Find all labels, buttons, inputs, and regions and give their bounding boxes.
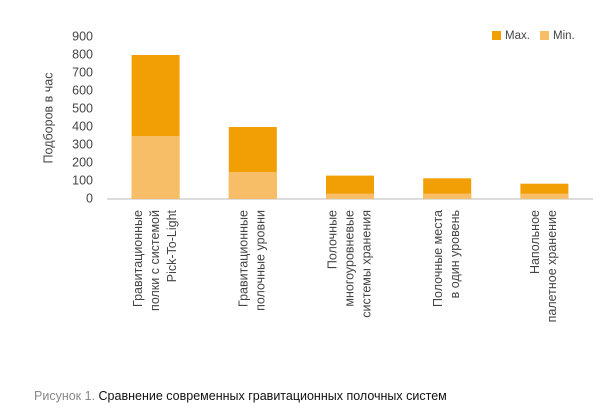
bar bbox=[131, 136, 180, 199]
x-tick-label: Pick-To-Light bbox=[165, 209, 179, 282]
y-tick-label: 600 bbox=[72, 83, 93, 97]
x-tick-label: Полочные bbox=[325, 210, 339, 269]
y-tick-label: 0 bbox=[86, 191, 93, 205]
legend-swatch bbox=[492, 31, 501, 40]
x-tick-label: полки с системой bbox=[148, 210, 162, 311]
x-tick-label: Гравитационные bbox=[131, 210, 145, 307]
x-tick-label: в один уровень bbox=[448, 210, 462, 298]
bar bbox=[326, 193, 374, 199]
y-tick-label: 500 bbox=[72, 101, 93, 115]
legend-swatch bbox=[540, 31, 549, 40]
y-tick-label: 800 bbox=[72, 47, 93, 61]
y-tick-label: 300 bbox=[72, 137, 93, 151]
x-tick-label: системы хранения bbox=[359, 210, 373, 318]
y-axis-label: Подборов в час bbox=[41, 73, 55, 164]
y-tick-label: 200 bbox=[72, 155, 93, 169]
legend-label: Max. bbox=[505, 30, 530, 42]
caption: Рисунок 1. Сравнение современных гравита… bbox=[34, 389, 447, 403]
caption-label: Рисунок 1. bbox=[34, 389, 96, 403]
y-tick-label: 700 bbox=[72, 65, 93, 79]
y-tick-label: 900 bbox=[72, 29, 93, 43]
x-tick-label: многоуровневые bbox=[342, 210, 356, 307]
bar bbox=[423, 193, 472, 199]
bar bbox=[520, 193, 569, 199]
y-tick-label: 100 bbox=[72, 173, 93, 187]
legend-label: Min. bbox=[553, 30, 575, 42]
x-tick-label: палетное хранение bbox=[545, 210, 559, 322]
x-tick-label: Полочные места bbox=[431, 210, 445, 307]
x-tick-label: полочные уровни bbox=[254, 210, 268, 311]
y-tick-label: 400 bbox=[72, 119, 93, 133]
x-tick-label: Гравитационные bbox=[237, 210, 251, 307]
caption-text: Сравнение современных гравитационных пол… bbox=[98, 389, 447, 403]
bar bbox=[228, 172, 277, 199]
bar bbox=[326, 175, 374, 199]
x-tick-label: Напольное bbox=[528, 210, 542, 274]
